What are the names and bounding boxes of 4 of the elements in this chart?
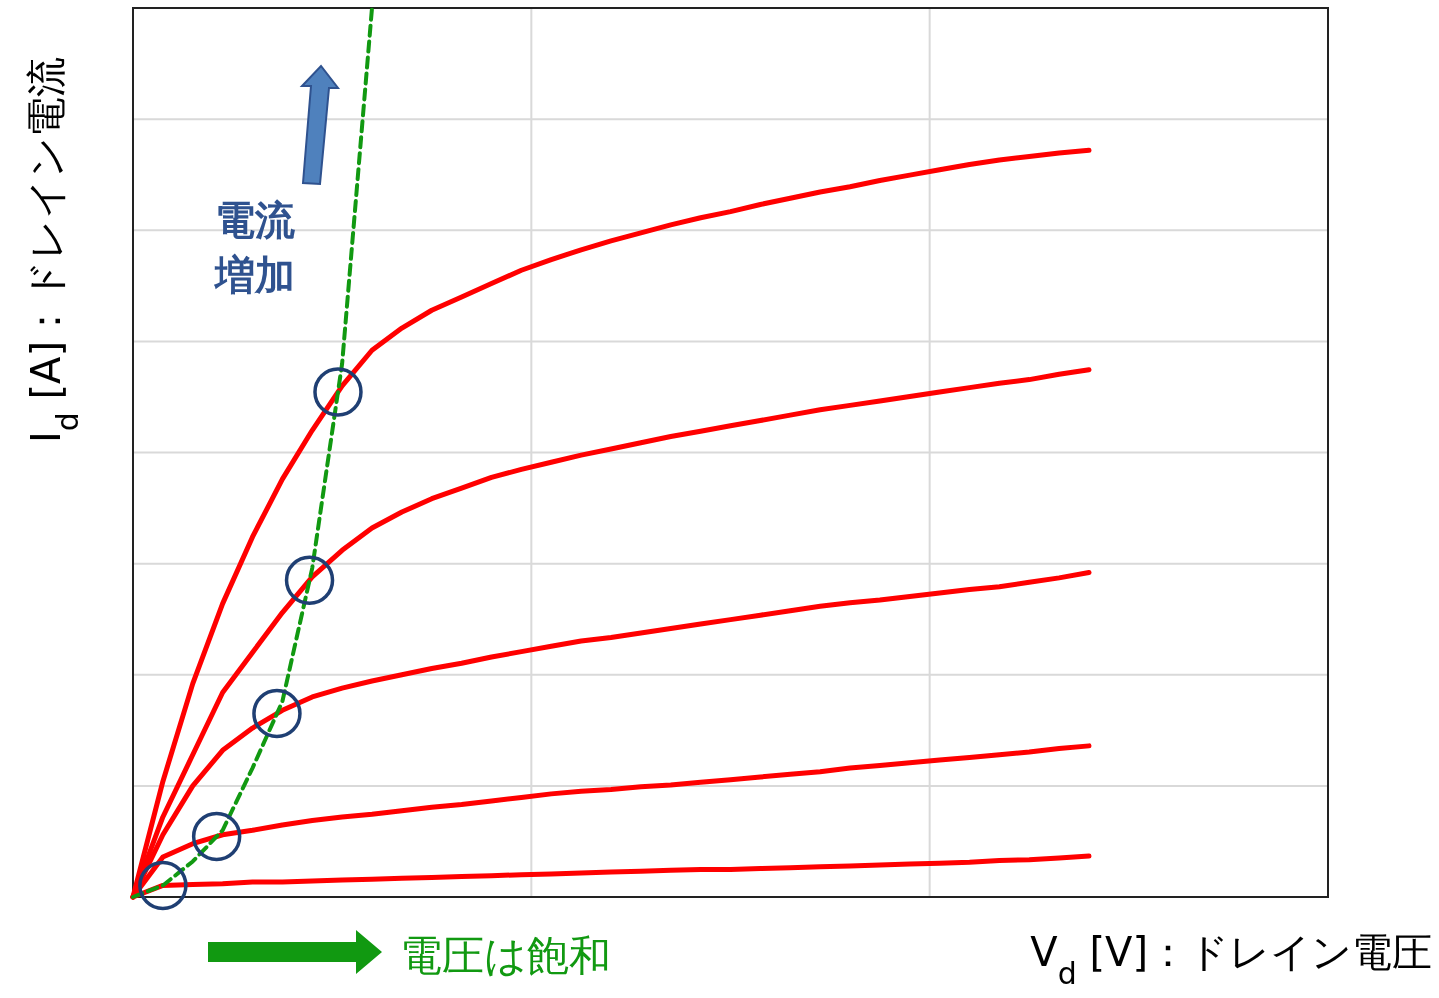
annotation: 電流	[215, 197, 295, 243]
text: 電圧は飽和	[400, 931, 611, 980]
x-axis-title: V$_{d}$ [V]：ドレイン電圧	[1030, 929, 1432, 991]
annotation: 増加	[213, 252, 295, 298]
